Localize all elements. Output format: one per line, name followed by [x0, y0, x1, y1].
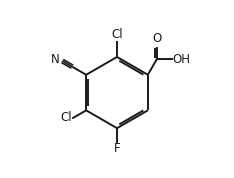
Text: O: O	[152, 32, 161, 45]
Text: OH: OH	[172, 53, 190, 66]
Text: N: N	[51, 53, 60, 66]
Text: F: F	[114, 142, 120, 155]
Text: Cl: Cl	[61, 111, 72, 124]
Text: Cl: Cl	[111, 28, 123, 41]
